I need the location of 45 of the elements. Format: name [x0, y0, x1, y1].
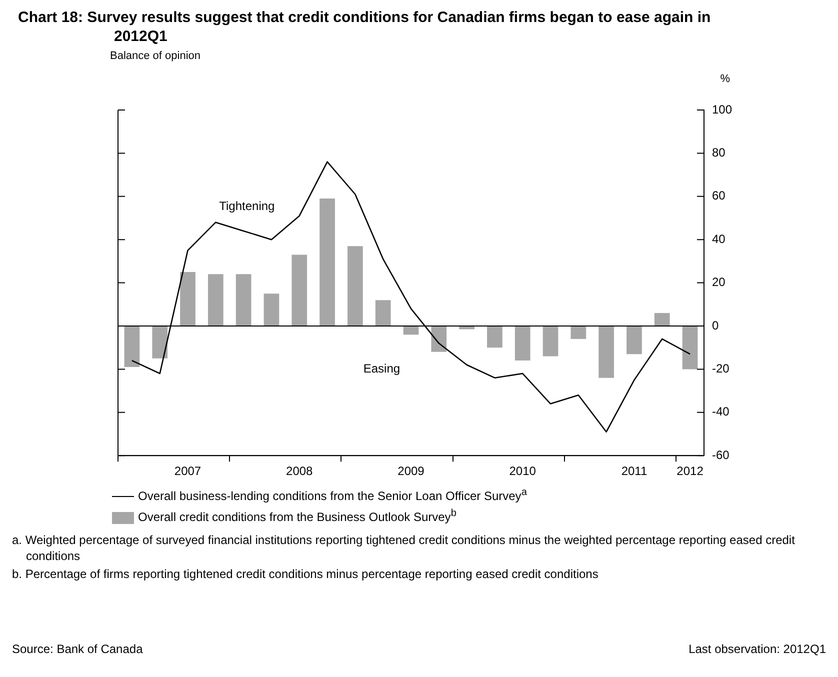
bar [598, 326, 614, 378]
bar [431, 326, 447, 352]
bar [152, 326, 168, 358]
bar [682, 326, 698, 370]
bar [292, 254, 308, 326]
bar [514, 326, 530, 361]
bar [236, 274, 252, 326]
y-axis-title: % [719, 73, 730, 85]
annotation: Easing [363, 362, 400, 376]
text: Last observation: 2012Q1 [688, 642, 826, 656]
bar [320, 198, 335, 326]
x-tick-label: 2009 [398, 464, 425, 478]
y-tick-label: 0 [712, 318, 719, 332]
bar [570, 326, 586, 339]
y-tick-label: -40 [712, 404, 730, 419]
x-tick-label: 2010 [509, 464, 536, 478]
bar [403, 326, 419, 335]
x-tick-label: 2012 [676, 464, 704, 478]
y-tick-label: 60 [712, 188, 726, 203]
y-tick-label: -60 [712, 448, 730, 462]
legend-label: Overall credit conditions from the Business Outlook Survey$^{b}$ [138, 508, 456, 524]
bar [124, 326, 140, 368]
text: b. Percentage of firms reporting tightened credit conditions minus percentage reporting eased credit conditions [12, 566, 600, 582]
y-tick-label: 20 [712, 275, 726, 290]
x-tick-label: 2011 [621, 464, 648, 478]
legend-label: Overall business-lending conditions from the Senior Loan Officer Survey$^{a}$ [138, 487, 527, 503]
chart-subtitle: Balance of opinion [110, 50, 201, 62]
y-tick-label: 80 [712, 146, 726, 160]
y-tick-label: 100 [712, 102, 732, 116]
bar [375, 300, 391, 326]
bar [654, 313, 670, 326]
bar [264, 294, 280, 326]
x-tick-label: 2007 [174, 464, 202, 478]
bar [487, 326, 502, 348]
chart-title: Chart 18: Survey results suggest that credit conditions for Canadian firms began to ease again in 2012Q1 [18, 8, 712, 46]
bar [180, 272, 196, 326]
bar [542, 326, 558, 356]
source-note: Source: Bank of Canada [12, 642, 143, 656]
bar [208, 274, 224, 326]
y-tick-label: -20 [712, 362, 730, 376]
y-tick-label: 40 [712, 232, 726, 246]
x-tick-label: 2008 [286, 464, 314, 478]
annotation: Tightening [219, 199, 275, 214]
bar [626, 326, 642, 354]
bar [348, 246, 363, 326]
